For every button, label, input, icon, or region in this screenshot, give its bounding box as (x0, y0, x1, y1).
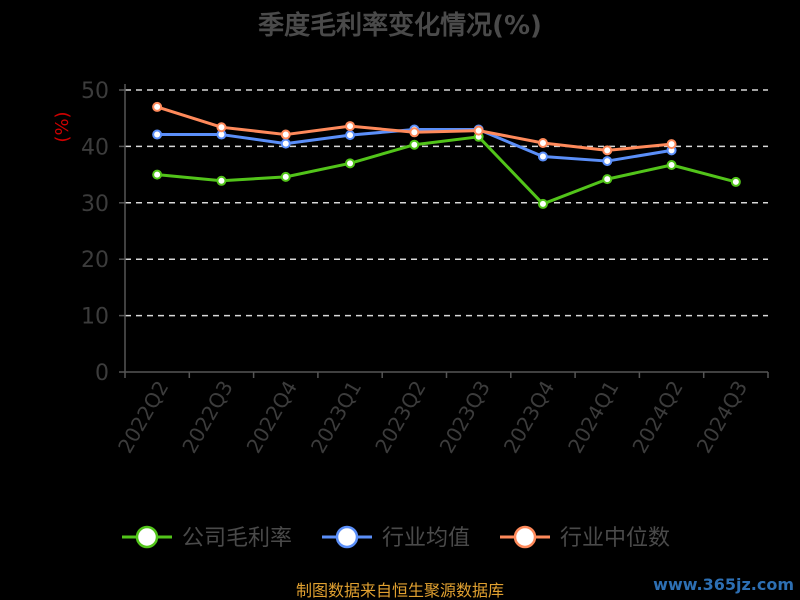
data-point[interactable] (345, 158, 356, 169)
legend-swatch-marker (135, 525, 159, 549)
series-2 (152, 101, 677, 156)
series-0 (152, 131, 741, 209)
data-point[interactable] (409, 139, 420, 150)
x-tick-label: 2023Q2 (370, 377, 430, 458)
data-point[interactable] (473, 125, 484, 136)
data-point[interactable] (280, 171, 291, 182)
x-tick-label: 2024Q3 (692, 377, 752, 458)
grid-lines (125, 89, 768, 317)
data-point[interactable] (345, 121, 356, 132)
data-point[interactable] (666, 160, 677, 171)
legend-label: 公司毛利率 (182, 526, 292, 551)
x-tick-label: 2023Q3 (435, 377, 495, 458)
data-point[interactable] (409, 127, 420, 138)
site-watermark: www.365jz.com (653, 575, 794, 594)
data-point[interactable] (216, 122, 227, 133)
x-tick-label: 2022Q3 (177, 377, 237, 458)
data-point[interactable] (152, 169, 163, 180)
legend-label: 行业中位数 (560, 526, 670, 551)
data-point[interactable] (537, 138, 548, 149)
y-tick-label: 0 (95, 361, 109, 386)
y-tick-label: 10 (81, 305, 109, 330)
data-source-note: 制图数据来自恒生聚源数据库 (296, 581, 504, 600)
x-tick-label: 2022Q2 (113, 377, 173, 458)
y-tick-label: 20 (81, 248, 109, 273)
legend-label: 行业均值 (382, 526, 470, 551)
x-tick-label: 2024Q2 (627, 377, 687, 458)
data-point[interactable] (602, 174, 613, 185)
data-point[interactable] (666, 139, 677, 150)
x-tick-label: 2023Q1 (306, 377, 366, 458)
x-tick-label: 2024Q1 (563, 377, 623, 458)
data-point[interactable] (280, 129, 291, 140)
legend-swatch-marker (513, 525, 537, 549)
data-point[interactable] (152, 101, 163, 112)
y-axis-unit-label: (%) (52, 111, 73, 142)
series-line (157, 135, 737, 206)
data-point[interactable] (602, 156, 613, 167)
data-point[interactable] (730, 176, 741, 187)
x-tick-label: 2023Q4 (499, 377, 559, 458)
chart-title: 季度毛利率变化情况(%) (258, 10, 542, 41)
legend-item-0[interactable]: 公司毛利率 (122, 525, 292, 551)
data-point[interactable] (152, 129, 163, 140)
legend-item-2[interactable]: 行业中位数 (500, 525, 670, 551)
data-point[interactable] (537, 151, 548, 162)
legend-item-1[interactable]: 行业均值 (322, 525, 470, 551)
y-tick-label: 30 (81, 192, 109, 217)
series-group (152, 101, 741, 209)
y-tick-label: 40 (81, 135, 109, 160)
legend[interactable]: 公司毛利率 行业均值 行业中位数 (122, 525, 670, 551)
legend-swatch-marker (335, 525, 359, 549)
x-tick-label: 2022Q4 (242, 377, 302, 458)
data-point[interactable] (216, 175, 227, 186)
data-point[interactable] (537, 198, 548, 209)
y-tick-label: 50 (81, 79, 109, 104)
data-point[interactable] (280, 138, 291, 149)
data-point[interactable] (602, 145, 613, 156)
data-point[interactable] (345, 130, 356, 141)
